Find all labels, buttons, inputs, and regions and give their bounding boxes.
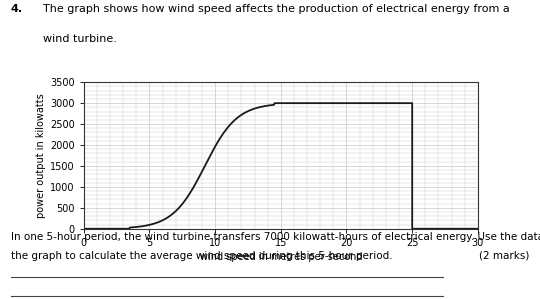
X-axis label: wind speed in metres per second: wind speed in metres per second [200, 252, 362, 262]
Text: In one 5-hour period, the wind turbine transfers 7000 kilowatt-hours of electric: In one 5-hour period, the wind turbine t… [11, 232, 540, 242]
Text: (2 marks): (2 marks) [479, 251, 529, 261]
Text: the graph to calculate the average wind speed during this 5-hour period.: the graph to calculate the average wind … [11, 251, 393, 261]
Text: 4.: 4. [11, 4, 23, 14]
Text: wind turbine.: wind turbine. [43, 34, 117, 44]
Y-axis label: power output in kilowatts: power output in kilowatts [36, 93, 46, 218]
Text: The graph shows how wind speed affects the production of electrical energy from : The graph shows how wind speed affects t… [43, 4, 510, 14]
